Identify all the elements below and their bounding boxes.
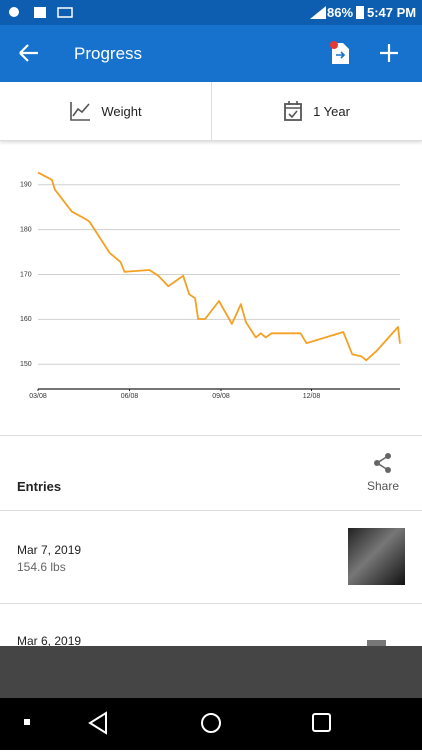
entry-photo [367, 640, 386, 648]
export-button[interactable] [329, 40, 351, 66]
notification-icons [9, 7, 73, 18]
battery-icon [356, 6, 364, 19]
chart-icon [70, 102, 91, 121]
x-tick-label: 03/08 [29, 393, 47, 400]
signal-icon [310, 6, 326, 19]
entry-date: Mar 7, 2019 [17, 543, 82, 557]
share-button[interactable]: Share [362, 452, 404, 493]
add-button[interactable] [379, 43, 399, 63]
metric-tab[interactable]: Weight [0, 82, 212, 140]
nav-buttons [24, 711, 331, 735]
screen-title: Progress [74, 44, 143, 63]
range-label: 1 Year [313, 103, 350, 119]
back-nav[interactable] [88, 711, 107, 735]
x-tick-label: 12/08 [303, 393, 321, 400]
x-tick-label: 09/08 [212, 393, 230, 400]
metric-label: Weight [101, 103, 142, 119]
divider [0, 510, 422, 511]
y-tick-label: 190 [20, 182, 32, 189]
y-tick-label: 160 [20, 316, 32, 323]
weight-chart: 150 160 170 180 190 03/08 06/08 09/08 12/08 [20, 171, 401, 400]
y-tick-label: 180 [20, 226, 32, 233]
back-button[interactable] [18, 43, 40, 63]
status-bar: 86% 5:47 PM [0, 0, 422, 25]
entry-row[interactable]: Mar 7, 2019 154.6 lbs [0, 511, 422, 603]
share-label: Share [366, 479, 400, 493]
navigation-bar [0, 698, 422, 750]
menu-button[interactable] [24, 719, 30, 725]
battery-level: 86% [327, 5, 354, 20]
entry-date: Mar 6, 2019 [17, 634, 82, 648]
home-nav[interactable] [201, 713, 221, 733]
calendar-icon [284, 101, 302, 121]
divider [0, 435, 422, 436]
entry-photo [348, 528, 405, 585]
x-tick-label: 06/08 [121, 393, 139, 400]
range-tab[interactable]: 1 Year [211, 82, 422, 140]
weight-line [37, 171, 401, 362]
y-tick-label: 150 [20, 361, 32, 368]
share-icon [374, 453, 391, 473]
entries-title: Entries [17, 479, 62, 494]
entry-weight: 154.6 lbs [17, 560, 66, 574]
recents-nav[interactable] [312, 713, 331, 732]
app-bar: Progress [0, 25, 422, 82]
clock: 5:47 PM [367, 5, 417, 20]
y-tick-label: 170 [20, 271, 32, 278]
divider [0, 603, 422, 604]
bottom-overlay [0, 646, 422, 698]
filter-bar: Weight 1 Year [0, 82, 422, 141]
